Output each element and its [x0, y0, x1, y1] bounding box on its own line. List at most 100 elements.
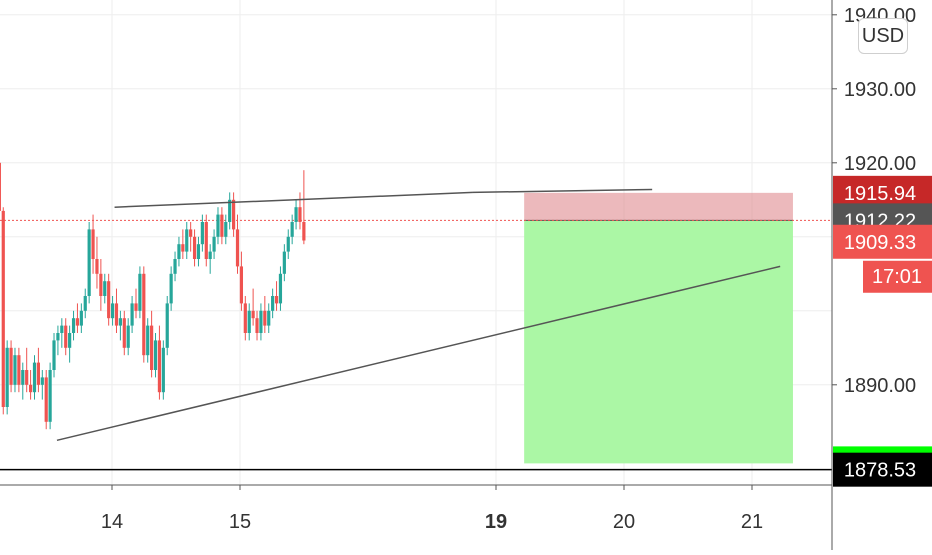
currency-button[interactable]: USD — [858, 18, 908, 54]
candle — [243, 296, 247, 341]
candle — [177, 236, 181, 267]
candle — [165, 296, 169, 356]
candle — [87, 222, 91, 304]
candle — [36, 347, 40, 393]
candle-body — [83, 296, 87, 311]
candle — [196, 236, 201, 267]
candle-body — [212, 236, 216, 252]
candle-body — [114, 303, 119, 326]
candle — [220, 207, 224, 245]
candle — [25, 347, 29, 393]
candle — [83, 288, 87, 319]
candle-body — [282, 251, 286, 274]
candle-body — [165, 303, 169, 348]
candle — [208, 244, 212, 274]
candle — [0, 162, 1, 211]
candle-body — [161, 347, 165, 393]
candle — [75, 303, 80, 333]
candle-body — [251, 310, 255, 319]
candle-body — [56, 333, 60, 341]
countdown-label: 17:01 — [863, 260, 932, 293]
candle — [21, 362, 25, 400]
candle-body — [118, 318, 122, 326]
candle-body — [271, 296, 275, 311]
candle-body — [263, 310, 267, 326]
candle — [48, 362, 52, 430]
candle — [40, 370, 44, 400]
candle — [103, 273, 107, 304]
candle-body — [247, 310, 251, 333]
candle-body — [189, 229, 193, 237]
candle — [60, 318, 64, 348]
candle-body — [192, 236, 197, 259]
candle — [56, 325, 60, 356]
candle — [298, 192, 302, 230]
candle — [204, 214, 208, 267]
candle — [267, 303, 271, 333]
candle — [122, 310, 126, 356]
price-label-text: 1915.94 — [844, 183, 916, 205]
countdown-bg — [863, 260, 932, 293]
candle — [200, 214, 204, 252]
candle-body — [232, 199, 236, 230]
candle-body — [196, 244, 201, 259]
candle-body — [150, 325, 154, 370]
candle — [28, 370, 33, 400]
candle — [138, 266, 142, 319]
candle — [114, 288, 119, 333]
candle — [274, 281, 279, 311]
take-profit-zone — [524, 220, 793, 464]
candle-body — [60, 325, 64, 333]
candle-body — [95, 259, 99, 274]
candle-body — [267, 310, 271, 326]
price-label-bg — [833, 452, 932, 487]
candle — [64, 318, 68, 356]
candle — [247, 303, 251, 341]
candle-body — [52, 340, 56, 370]
candle-body — [9, 347, 13, 385]
trendline-upper-ext — [472, 188, 653, 194]
candle-body — [181, 244, 185, 252]
y-tick-label: 1920.00 — [844, 153, 916, 175]
candle — [32, 355, 37, 400]
candle-body — [64, 325, 68, 348]
candle — [71, 310, 76, 341]
price-label-text: 1878.53 — [844, 460, 916, 482]
y-tick-label: 1930.00 — [844, 79, 916, 101]
candle — [255, 310, 259, 341]
candle-body — [142, 273, 146, 356]
candle — [282, 244, 286, 282]
candle-body — [239, 266, 244, 304]
candle — [79, 303, 83, 333]
candle-body — [1, 210, 5, 407]
candle — [110, 296, 115, 326]
candle-body — [122, 318, 126, 348]
candle — [44, 370, 48, 430]
x-tick-label: 21 — [741, 511, 763, 533]
x-tick-label: 19 — [485, 511, 507, 533]
candle — [290, 214, 294, 245]
candle-body — [224, 222, 228, 237]
candle — [1, 207, 5, 415]
candle-body — [274, 296, 279, 304]
candle-body — [28, 384, 33, 393]
candle — [134, 288, 138, 319]
price-label: 1878.53 — [833, 452, 932, 487]
candle — [189, 222, 193, 252]
candle — [52, 333, 56, 378]
candle-body — [259, 310, 263, 333]
candle-body — [103, 281, 107, 296]
candle — [153, 333, 158, 378]
candle-body — [146, 325, 150, 356]
candle — [13, 347, 17, 393]
candle-body — [44, 377, 48, 422]
candle — [99, 259, 103, 311]
candle — [95, 236, 99, 289]
candle-body — [243, 303, 247, 333]
candle-body — [278, 273, 283, 304]
candle — [5, 340, 9, 415]
candle — [157, 325, 162, 400]
candle — [302, 170, 306, 245]
